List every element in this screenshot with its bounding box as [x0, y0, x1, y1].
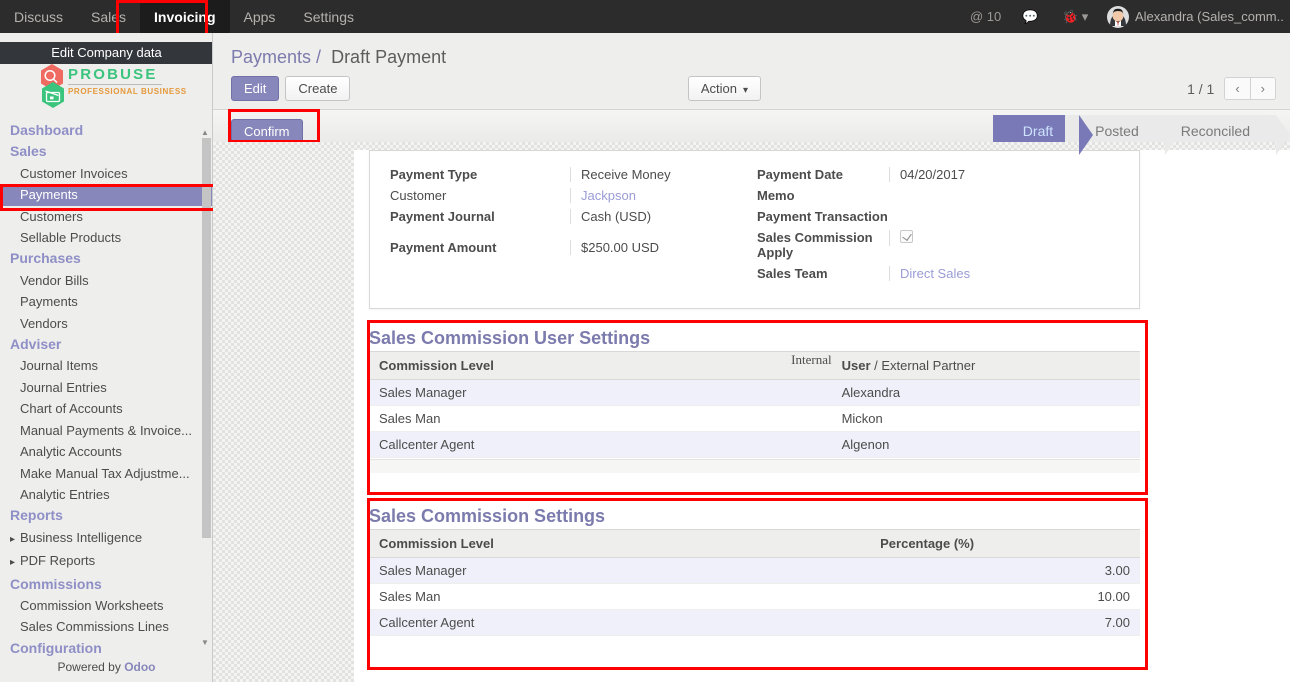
svg-text:PROFESSIONAL BUSINESS: PROFESSIONAL BUSINESS [68, 87, 187, 96]
svg-text:PROBUSE: PROBUSE [68, 66, 158, 83]
